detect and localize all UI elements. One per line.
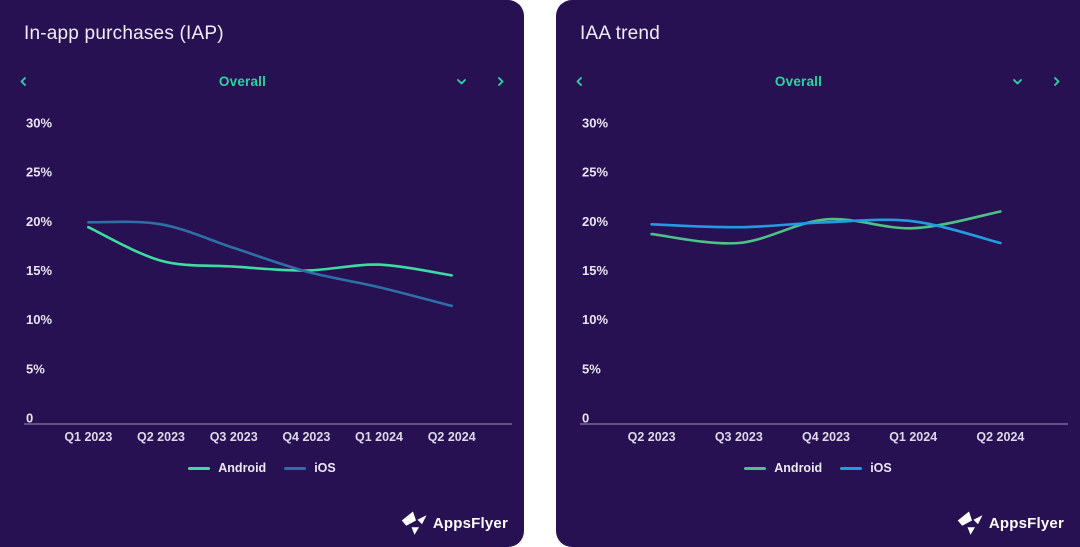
- y-axis-tick: 5%: [582, 361, 601, 376]
- legend-item-ios[interactable]: iOS: [284, 461, 336, 475]
- chart-canvas: 0 5% 10% 15% 20% 25% 30% Q2 2023 Q3 2023 Q4 2023 Q…: [580, 116, 1068, 444]
- y-axis-tick: 15%: [582, 263, 608, 278]
- appsflyer-logo-text: AppsFlyer: [432, 515, 508, 532]
- chevron-left-icon: [576, 76, 582, 86]
- chevron-left-icon: [20, 76, 26, 86]
- chevron-down-icon: [457, 78, 466, 84]
- y-axis-tick: 5%: [26, 361, 45, 376]
- y-axis-tick: 15%: [26, 263, 52, 278]
- panel-title: IAA trend: [580, 23, 660, 44]
- legend-swatch: [284, 466, 307, 470]
- line-chart-iaa: 0 5% 10% 15% 20% 25% 30% Q2 2023 Q3 2023 Q4 2023 Q…: [556, 103, 1080, 455]
- legend-label: Android: [218, 461, 267, 475]
- panel-title: In-app purchases (IAP): [24, 23, 224, 44]
- prev-button[interactable]: [14, 72, 33, 91]
- series-line-ios: [87, 220, 453, 308]
- x-axis-tick: Q1 2024: [889, 430, 937, 444]
- next-button[interactable]: [491, 72, 510, 91]
- appsflyer-logo-icon: [401, 511, 427, 535]
- x-axis-tick: Q3 2023: [210, 430, 258, 444]
- legend-swatch: [840, 466, 863, 470]
- appsflyer-logo: AppsFlyer: [957, 510, 1064, 537]
- x-axis-tick: Q2 2024: [976, 430, 1024, 444]
- chart-legend: Android iOS: [0, 461, 524, 475]
- y-axis-tick: 0: [582, 411, 589, 426]
- x-axis-tick: Q1 2023: [64, 430, 112, 444]
- chevron-right-icon: [498, 76, 504, 86]
- legend-item-android[interactable]: Android: [188, 461, 266, 475]
- dropdown-button[interactable]: [1008, 72, 1027, 91]
- quarter-selector: Overall: [14, 71, 510, 91]
- legend-item-android[interactable]: Android: [744, 461, 822, 475]
- panel-iap: In-app purchases (IAP) Overall 0 5% 10% 15%…: [0, 0, 524, 547]
- x-axis-tick: Q3 2023: [715, 430, 763, 444]
- legend-item-ios[interactable]: iOS: [840, 461, 892, 475]
- line-chart-iap: 0 5% 10% 15% 20% 25% 30% Q1 2023 Q2 2023 Q3 2023 Q…: [0, 103, 524, 455]
- next-button[interactable]: [1047, 72, 1066, 91]
- y-axis-tick: 25%: [582, 165, 608, 180]
- dropdown-button[interactable]: [452, 72, 471, 91]
- y-axis-tick: 20%: [582, 214, 608, 229]
- series-line-ios: [650, 218, 1002, 245]
- legend-swatch: [744, 466, 767, 470]
- series-line-android: [87, 225, 453, 277]
- x-axis-tick: Q2 2024: [428, 430, 476, 444]
- appsflyer-logo: AppsFlyer: [401, 510, 508, 537]
- chart-canvas: 0 5% 10% 15% 20% 25% 30% Q1 2023 Q2 2023 Q3 2023 Q…: [24, 116, 512, 444]
- x-axis-tick: Q4 2023: [282, 430, 330, 444]
- y-axis-tick: 20%: [26, 214, 52, 229]
- y-axis-tick: 30%: [26, 116, 52, 131]
- chart-legend: Android iOS: [556, 461, 1080, 475]
- y-axis-tick: 30%: [582, 116, 608, 131]
- y-axis-tick: 0: [26, 411, 33, 426]
- x-axis-tick: Q2 2023: [137, 430, 185, 444]
- y-axis-tick: 10%: [582, 312, 608, 327]
- x-axis-tick: Q4 2023: [802, 430, 850, 444]
- x-axis-tick: Q1 2024: [355, 430, 403, 444]
- legend-label: Android: [774, 461, 823, 475]
- legend-label: iOS: [314, 461, 336, 475]
- legend-swatch: [188, 466, 211, 470]
- selector-value[interactable]: Overall: [218, 73, 267, 89]
- y-axis-tick: 25%: [26, 165, 52, 180]
- appsflyer-logo-text: AppsFlyer: [988, 515, 1064, 532]
- appsflyer-logo-icon: [957, 511, 983, 535]
- series-line-android: [650, 210, 1002, 245]
- legend-label: iOS: [870, 461, 892, 475]
- chevron-down-icon: [1013, 78, 1022, 84]
- chevron-right-icon: [1054, 76, 1060, 86]
- y-axis-tick: 10%: [26, 312, 52, 327]
- prev-button[interactable]: [570, 72, 589, 91]
- x-axis-tick: Q2 2023: [628, 430, 676, 444]
- quarter-selector: Overall: [570, 71, 1066, 91]
- panel-iaa: IAA trend Overall 0 5% 10% 15% 20% 25% 30% Q2 2…: [556, 0, 1080, 547]
- selector-value[interactable]: Overall: [774, 73, 823, 89]
